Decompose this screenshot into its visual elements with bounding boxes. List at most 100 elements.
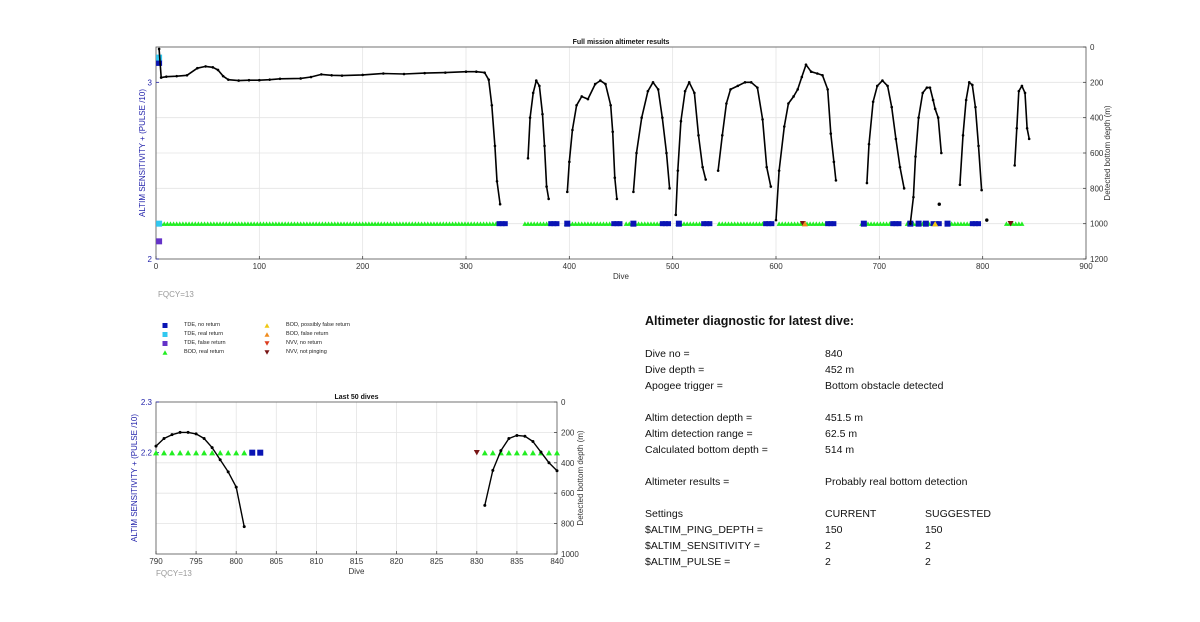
- status-marker: [969, 221, 975, 227]
- status-marker: [860, 220, 867, 227]
- status-marker: [701, 221, 707, 227]
- depth-point: [309, 75, 313, 79]
- x-tick-label: 500: [666, 262, 680, 271]
- status-marker: [513, 449, 520, 456]
- depth-point: [865, 181, 869, 185]
- y-right-axis-label: Detected bottom depth (m): [1103, 105, 1112, 200]
- diag-value: Bottom obstacle detected: [825, 380, 944, 392]
- depth-point: [804, 63, 808, 66]
- depth-point: [1025, 126, 1029, 130]
- status-marker: [828, 221, 834, 227]
- legend-symbol: [264, 341, 270, 346]
- depth-point: [242, 525, 246, 529]
- x-tick-label: 825: [430, 557, 444, 566]
- depth-point: [498, 202, 502, 206]
- depth-point: [909, 222, 912, 225]
- suggested-header: SUGGESTED: [925, 508, 991, 520]
- y-right-tick-label: 1200: [1090, 255, 1108, 264]
- depth-point: [547, 197, 550, 201]
- depth-point: [761, 118, 764, 121]
- depth-point: [299, 77, 302, 80]
- depth-point: [917, 116, 920, 119]
- depth-point: [697, 134, 700, 137]
- status-marker: [704, 221, 710, 227]
- legend-symbol: [162, 341, 168, 346]
- status-marker: [502, 221, 508, 227]
- y-left-tick-label: 2.3: [141, 398, 153, 407]
- depth-point: [967, 81, 971, 84]
- legend-symbol: [264, 332, 270, 337]
- diag-row-setting: $ALTIM_SENSITIVITY = 2 2: [645, 540, 1045, 556]
- depth-point: [928, 86, 932, 89]
- status-marker: [922, 220, 929, 227]
- depth-point: [611, 130, 615, 134]
- depth-point: [1023, 91, 1027, 95]
- depth-point: [756, 86, 759, 89]
- depth-point: [475, 70, 478, 74]
- chart-title: Last 50 dives: [335, 394, 379, 401]
- legend-symbol: [162, 332, 168, 337]
- y-left-axis-label: ALTIM SENSITIVITY + (PULSE /10): [138, 89, 147, 217]
- depth-point: [218, 458, 222, 462]
- depth-point: [881, 79, 884, 82]
- fqcy-label-top: FQCY=13: [158, 290, 194, 299]
- y-right-tick-label: 800: [1090, 184, 1104, 193]
- depth-line: [866, 79, 905, 189]
- setting-suggested: 2: [925, 540, 931, 552]
- y-left-tick-label: 3: [148, 78, 153, 87]
- depth-point: [531, 91, 535, 95]
- x-tick-label: 805: [270, 557, 284, 566]
- depth-point: [646, 89, 650, 93]
- status-marker: [177, 449, 184, 456]
- setting-name: $ALTIM_PING_DEPTH =: [645, 524, 763, 536]
- depth-point: [683, 89, 687, 93]
- legend-marker: [162, 350, 168, 355]
- diag-value: 840: [825, 348, 843, 360]
- depth-point: [237, 79, 240, 82]
- depth-point: [971, 83, 974, 87]
- depth-point: [186, 430, 190, 434]
- status-marker: [156, 220, 163, 227]
- diag-label: Dive depth =: [645, 364, 705, 376]
- x-tick-label: 835: [510, 557, 524, 566]
- legend-symbol: [162, 323, 168, 328]
- y-right-tick-label: 0: [561, 398, 566, 407]
- status-marker: [193, 449, 200, 456]
- depth-point: [539, 450, 543, 454]
- status-marker: [763, 221, 769, 227]
- depth-point: [278, 77, 282, 81]
- x-tick-label: 100: [253, 262, 267, 271]
- diag-row-setting: $ALTIM_PULSE = 2 2: [645, 556, 1045, 572]
- depth-point: [490, 104, 494, 107]
- depth-point: [580, 95, 584, 98]
- depth-point: [211, 66, 215, 69]
- legend-marker: [264, 332, 270, 337]
- depth-point: [226, 470, 230, 474]
- depth-point: [716, 169, 720, 172]
- x-tick-label: 600: [769, 262, 783, 271]
- status-marker: [233, 449, 240, 456]
- depth-point: [665, 151, 668, 155]
- depth-point: [268, 78, 271, 81]
- depth-point: [547, 461, 551, 465]
- current-header: CURRENT: [825, 508, 877, 520]
- depth-point: [635, 151, 638, 155]
- depth-point: [921, 91, 925, 95]
- depth-point: [796, 88, 799, 91]
- depth-point: [615, 197, 619, 201]
- legend-label: BOD, possibly false return: [286, 322, 350, 328]
- legend-symbol: [162, 350, 168, 355]
- legend-label: TDE, real return: [184, 331, 224, 337]
- depth-point: [320, 73, 323, 76]
- depth-line: [158, 48, 501, 205]
- depth-point: [175, 74, 178, 78]
- status-marker: [481, 449, 488, 456]
- diag-label: Altim detection range =: [645, 428, 753, 440]
- depth-point: [826, 88, 829, 91]
- status-marker: [890, 221, 896, 227]
- marker-legend: TDE, no return TDE, real return TDE, fal…: [160, 321, 400, 361]
- depth-point: [886, 84, 889, 88]
- depth-point: [902, 187, 906, 190]
- depth-point: [800, 75, 804, 79]
- y-left-tick-label: 2.2: [141, 449, 153, 458]
